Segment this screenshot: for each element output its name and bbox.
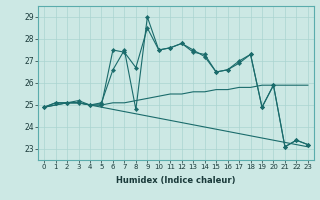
X-axis label: Humidex (Indice chaleur): Humidex (Indice chaleur) xyxy=(116,176,236,185)
